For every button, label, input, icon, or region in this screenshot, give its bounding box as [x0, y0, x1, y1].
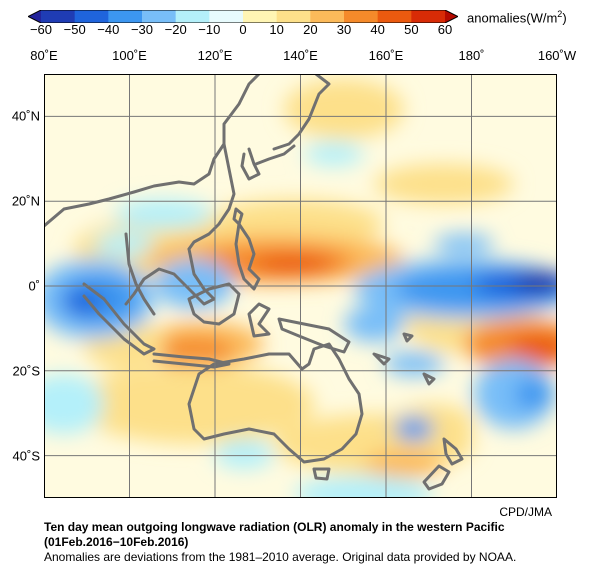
colorbar-tick-label: 50	[404, 22, 419, 37]
caption-period: (01Feb.2016−10Feb.2016)	[44, 535, 189, 549]
colorbar-tick-label: −30	[130, 22, 154, 37]
colorbar-tick-label: −40	[97, 22, 120, 37]
colorbar-bin	[276, 10, 311, 23]
colorbar-high-end	[445, 10, 458, 23]
map-frame	[44, 74, 557, 498]
colorbar-tick-labels: −60 −50 −40 −30 −20 −10 0 10 20 30 40 50 60	[0, 22, 600, 46]
colorbar-bin	[41, 10, 76, 23]
coastline-china-coast	[187, 142, 236, 251]
longitude-tick-label: 80˚E	[30, 48, 58, 63]
colorbar-tick-label: −20	[164, 22, 187, 37]
longitude-tick-labels: 80˚E 100˚E 120˚E 140˚E 160˚E 180˚ 160˚W	[0, 48, 600, 68]
colorbar-tick-label: −60	[29, 22, 53, 37]
latitude-tick-label: 20˚N	[11, 193, 40, 209]
coastline-taiwan	[232, 207, 244, 226]
coastline-asia	[44, 74, 261, 228]
longitude-tick-label: 160˚E	[368, 48, 404, 63]
coastline-japan	[272, 74, 331, 151]
colorbar-tick-label: 40	[370, 22, 385, 37]
coastline-borneo	[187, 282, 241, 326]
coastline-indochina	[124, 247, 216, 306]
coastline-new-guinea	[277, 317, 351, 354]
coastline-japan-south	[254, 144, 296, 166]
colorbar-bin	[108, 10, 143, 23]
coastline-sulawesi	[247, 302, 271, 338]
colorbar-tick-label: 20	[303, 22, 318, 37]
colorbar-bin	[74, 10, 109, 23]
coastline-java	[152, 352, 231, 369]
caption-note: Anomalies are deviations from the 1981–2…	[44, 550, 517, 564]
colorbar-tick-label: −10	[198, 22, 221, 37]
colorbar-bin	[344, 10, 379, 23]
coastline-philippines	[234, 222, 261, 291]
latitude-tick-label: 20˚S	[12, 363, 40, 379]
coastlines	[44, 74, 464, 491]
longitude-tick-label: 100˚E	[112, 48, 147, 63]
colorbar-tick-label: 10	[269, 22, 284, 37]
latitude-tick-label: 0˚	[28, 278, 40, 294]
colorbar-tick-label: 60	[437, 22, 453, 37]
colorbar-low-end	[28, 10, 41, 23]
latitude-tick-label: 40˚S	[12, 448, 40, 464]
colorbar	[28, 10, 458, 23]
colorbar-bin	[209, 10, 244, 23]
colorbar-bin	[411, 10, 446, 23]
coastline-new-zealand	[422, 437, 464, 491]
colorbar-tick-label: −50	[63, 22, 86, 37]
longitude-tick-label: 120˚E	[197, 48, 233, 63]
caption-title: Ten day mean outgoing longwave radiation…	[44, 520, 505, 534]
colorbar-bin	[243, 10, 278, 23]
olr-anomaly-map	[44, 74, 557, 498]
colorbar-bin	[175, 10, 210, 23]
colorbar-bin	[310, 10, 345, 23]
longitude-tick-label: 160˚W	[537, 48, 577, 63]
longitude-tick-label: 140˚E	[283, 48, 318, 63]
longitude-tick-label: 180˚	[458, 48, 485, 63]
coastline-australia	[187, 342, 364, 464]
colorbar-tick-label: 30	[336, 22, 352, 37]
lat-lon-grid	[44, 74, 557, 498]
credit-label: CPD/JMA	[499, 505, 552, 519]
coastline-malay-peninsula	[124, 232, 156, 316]
colorbar-units-label: anomalies(W/m2)	[467, 9, 567, 26]
coastline-tasmania	[312, 467, 331, 481]
colorbar-tick-label: 0	[239, 22, 247, 37]
coastline-sumatra	[82, 282, 156, 356]
coastline-korea	[240, 147, 261, 181]
colorbar-bin	[377, 10, 412, 23]
latitude-tick-label: 40˚N	[11, 108, 40, 124]
colorbar-bin	[142, 10, 177, 23]
